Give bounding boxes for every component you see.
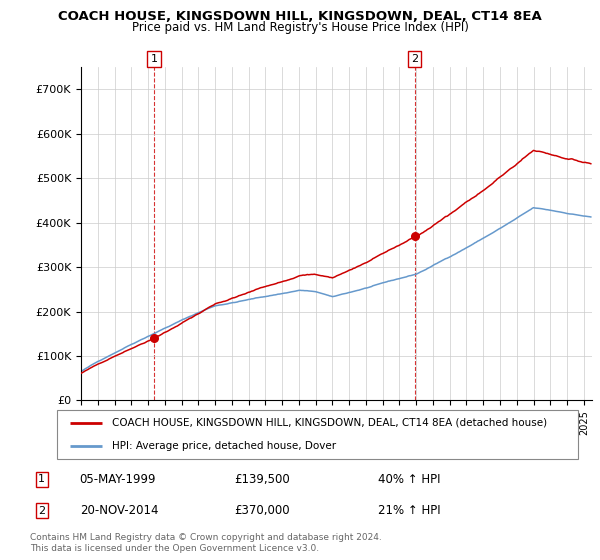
Text: 2: 2 <box>411 54 418 64</box>
Text: 1: 1 <box>151 54 157 64</box>
Text: 21% ↑ HPI: 21% ↑ HPI <box>378 504 440 517</box>
FancyBboxPatch shape <box>56 410 578 459</box>
Text: 20-NOV-2014: 20-NOV-2014 <box>80 504 158 517</box>
Text: COACH HOUSE, KINGSDOWN HILL, KINGSDOWN, DEAL, CT14 8EA: COACH HOUSE, KINGSDOWN HILL, KINGSDOWN, … <box>58 10 542 22</box>
Text: 40% ↑ HPI: 40% ↑ HPI <box>378 473 440 486</box>
Text: 2: 2 <box>38 506 46 516</box>
Text: 1: 1 <box>38 474 45 484</box>
Text: Contains HM Land Registry data © Crown copyright and database right 2024.
This d: Contains HM Land Registry data © Crown c… <box>30 533 382 553</box>
Text: Price paid vs. HM Land Registry's House Price Index (HPI): Price paid vs. HM Land Registry's House … <box>131 21 469 34</box>
Text: £139,500: £139,500 <box>234 473 290 486</box>
Text: HPI: Average price, detached house, Dover: HPI: Average price, detached house, Dove… <box>112 441 336 451</box>
Text: £370,000: £370,000 <box>234 504 290 517</box>
Text: 05-MAY-1999: 05-MAY-1999 <box>80 473 156 486</box>
Text: COACH HOUSE, KINGSDOWN HILL, KINGSDOWN, DEAL, CT14 8EA (detached house): COACH HOUSE, KINGSDOWN HILL, KINGSDOWN, … <box>112 418 547 428</box>
